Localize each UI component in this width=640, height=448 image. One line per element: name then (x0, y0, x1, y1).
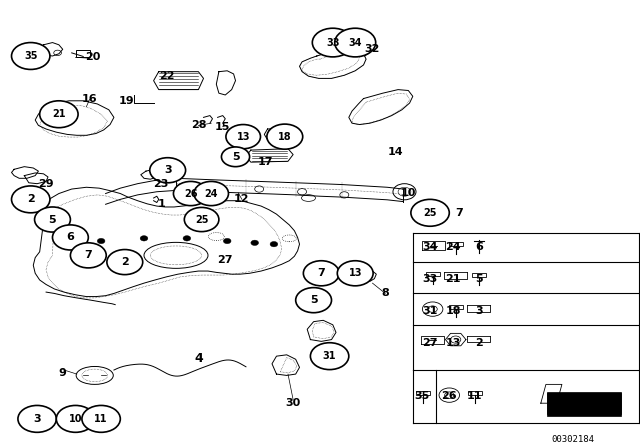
Bar (547, 393, 621, 414)
Bar (426, 272, 440, 276)
Text: 18: 18 (278, 132, 292, 142)
Text: 4: 4 (194, 352, 203, 365)
Text: 13: 13 (445, 338, 461, 348)
Circle shape (226, 125, 260, 149)
Text: 5: 5 (232, 152, 239, 162)
Text: 35: 35 (415, 392, 430, 401)
Text: 9: 9 (59, 368, 67, 378)
Circle shape (12, 43, 50, 69)
Bar (449, 305, 463, 309)
Text: 11: 11 (94, 414, 108, 424)
Circle shape (267, 124, 303, 149)
Text: 34: 34 (422, 242, 438, 252)
Bar (416, 391, 430, 395)
Text: 21: 21 (52, 109, 66, 119)
Circle shape (56, 405, 95, 432)
Text: 1: 1 (157, 199, 165, 209)
Text: 10: 10 (68, 414, 83, 424)
Text: 22: 22 (159, 71, 174, 81)
Text: 14: 14 (388, 147, 403, 157)
Circle shape (337, 261, 373, 286)
Circle shape (251, 240, 259, 246)
Circle shape (184, 207, 219, 232)
Circle shape (310, 343, 349, 370)
Text: 24: 24 (204, 189, 218, 198)
Text: 34: 34 (348, 38, 362, 47)
Text: 2: 2 (27, 194, 35, 204)
Text: 27: 27 (422, 338, 438, 348)
Circle shape (150, 158, 186, 183)
Text: 5: 5 (49, 215, 56, 224)
Text: 3: 3 (475, 306, 483, 316)
Bar (468, 391, 482, 395)
Text: 17: 17 (258, 157, 273, 167)
Bar (547, 392, 621, 416)
Circle shape (194, 181, 228, 206)
Circle shape (335, 28, 376, 57)
Text: 25: 25 (195, 215, 209, 224)
Text: 26: 26 (184, 189, 198, 198)
Circle shape (70, 243, 106, 268)
Text: 11: 11 (467, 392, 483, 401)
Text: 27: 27 (218, 255, 233, 265)
Circle shape (18, 405, 56, 432)
Circle shape (183, 236, 191, 241)
Text: 30: 30 (285, 398, 301, 408)
Circle shape (411, 199, 449, 226)
Text: 13: 13 (236, 132, 250, 142)
Text: 10: 10 (401, 188, 416, 198)
Bar (76, 50, 90, 57)
Circle shape (223, 238, 231, 244)
Circle shape (303, 261, 339, 286)
Text: 12: 12 (234, 194, 250, 204)
Circle shape (173, 181, 208, 206)
Text: 3: 3 (164, 165, 172, 175)
Text: 00302184: 00302184 (551, 435, 595, 444)
Text: 7: 7 (317, 268, 325, 278)
Text: 6: 6 (475, 242, 483, 252)
Bar (472, 273, 486, 277)
Text: 23: 23 (154, 179, 169, 189)
Text: 3: 3 (33, 414, 41, 424)
Text: 19: 19 (119, 96, 134, 106)
Circle shape (140, 236, 148, 241)
Text: 2: 2 (121, 257, 129, 267)
Bar (449, 242, 463, 246)
Text: 2: 2 (475, 338, 483, 348)
Text: 7: 7 (456, 208, 463, 218)
Circle shape (82, 405, 120, 432)
Text: 5: 5 (310, 295, 317, 305)
Circle shape (12, 186, 50, 213)
Text: 16: 16 (82, 94, 97, 103)
Circle shape (35, 207, 70, 232)
Text: 8: 8 (381, 289, 389, 298)
Text: 31: 31 (323, 351, 337, 361)
Text: 20: 20 (85, 52, 100, 62)
Text: 35: 35 (24, 51, 38, 61)
Circle shape (97, 238, 105, 244)
Circle shape (52, 225, 88, 250)
Circle shape (270, 241, 278, 247)
Text: 5: 5 (475, 274, 483, 284)
Text: 15: 15 (215, 122, 230, 132)
Circle shape (107, 250, 143, 275)
Text: 7: 7 (84, 250, 92, 260)
Circle shape (40, 101, 78, 128)
Circle shape (296, 288, 332, 313)
Text: 24: 24 (445, 242, 461, 252)
Text: 18: 18 (445, 306, 461, 316)
Text: 29: 29 (38, 179, 54, 189)
Text: 25: 25 (423, 208, 437, 218)
Text: 28: 28 (191, 121, 206, 130)
Text: 32: 32 (365, 44, 380, 54)
Text: 6: 6 (67, 233, 74, 242)
Text: 13: 13 (348, 268, 362, 278)
Text: 26: 26 (442, 392, 457, 401)
Text: 33: 33 (422, 274, 438, 284)
Text: 33: 33 (326, 38, 340, 47)
Circle shape (221, 147, 250, 167)
Text: 21: 21 (445, 274, 461, 284)
Circle shape (312, 28, 353, 57)
Text: 31: 31 (422, 306, 438, 316)
